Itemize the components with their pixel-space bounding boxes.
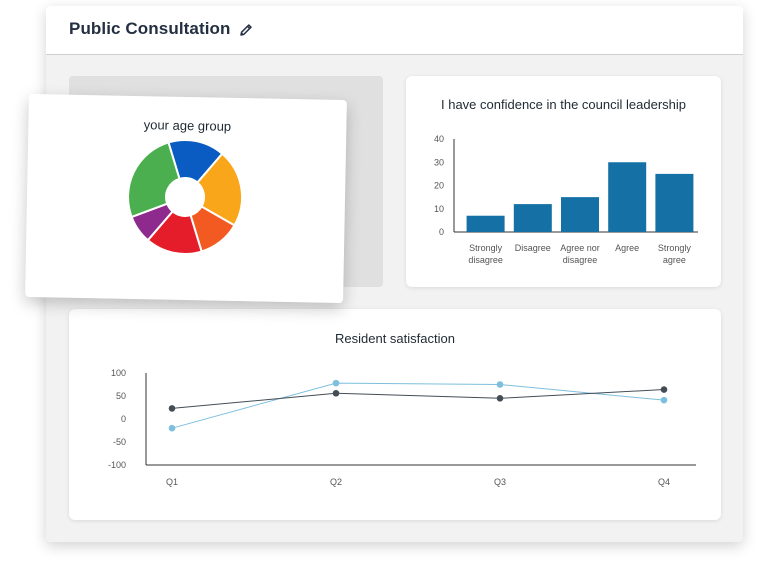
confidence-bar-chart-panel[interactable]: I have confidence in the council leaders… (406, 76, 721, 287)
x-tick-label: Disagree (515, 243, 551, 253)
x-tick-label: Q3 (494, 477, 506, 487)
y-tick-label: 30 (434, 157, 444, 167)
data-point[interactable] (332, 389, 340, 397)
satisfaction-line-chart-panel[interactable]: Resident satisfaction 100 50 0 -50 -100 Q1 Q2 Q… (69, 309, 721, 520)
x-tick-label: Q1 (166, 477, 178, 487)
x-tick-label: Strongly (658, 243, 692, 253)
series-line (171, 389, 665, 409)
y-tick-label: 0 (439, 227, 444, 237)
bar[interactable] (608, 162, 647, 232)
bar-chart-title: I have confidence in the council leaders… (441, 97, 686, 112)
age-group-pie-card[interactable]: your age group (25, 93, 347, 304)
bar[interactable] (513, 204, 552, 232)
x-tick-label: Strongly (469, 243, 503, 253)
y-tick-label: 40 (434, 134, 444, 144)
bar[interactable] (561, 197, 599, 232)
pie-slice (196, 152, 244, 227)
x-tick-label: Q2 (330, 477, 342, 487)
y-tick-label: 50 (116, 391, 126, 401)
x-tick-label: disagree (468, 255, 503, 265)
line-chart: 100 50 0 -50 -100 Q1 Q2 Q3 Q4 (108, 368, 696, 487)
window-header: Public Consultation (46, 6, 743, 55)
pie-slice (127, 141, 181, 219)
y-tick-label: -100 (108, 460, 126, 470)
pie-chart (127, 138, 244, 255)
x-tick-label: Agree (615, 243, 639, 253)
y-tick-label: 100 (111, 368, 126, 378)
x-tick-label: disagree (563, 255, 598, 265)
y-tick-label: -50 (113, 437, 126, 447)
data-point[interactable] (660, 386, 668, 393)
y-tick-label: 20 (434, 181, 444, 191)
data-point[interactable] (332, 379, 340, 387)
line-chart-title: Resident satisfaction (335, 331, 455, 346)
data-point[interactable] (496, 395, 504, 402)
data-point[interactable] (496, 381, 504, 388)
bar[interactable] (466, 215, 505, 232)
data-point[interactable] (168, 405, 176, 412)
bar-chart: 0 10 20 30 40 Strongly disagree Disagree Agree n… (434, 134, 698, 265)
bar[interactable] (655, 173, 694, 232)
data-point[interactable] (660, 396, 668, 404)
page-title: Public Consultation (69, 19, 231, 38)
x-tick-label: Q4 (658, 477, 670, 487)
y-tick-label: 10 (434, 204, 444, 214)
series-line (171, 382, 665, 429)
x-tick-label: Agree nor (560, 243, 600, 253)
y-tick-label: 0 (121, 414, 126, 424)
x-tick-label: agree (663, 255, 686, 265)
data-point[interactable] (168, 424, 176, 432)
pencil-icon[interactable] (238, 22, 254, 38)
